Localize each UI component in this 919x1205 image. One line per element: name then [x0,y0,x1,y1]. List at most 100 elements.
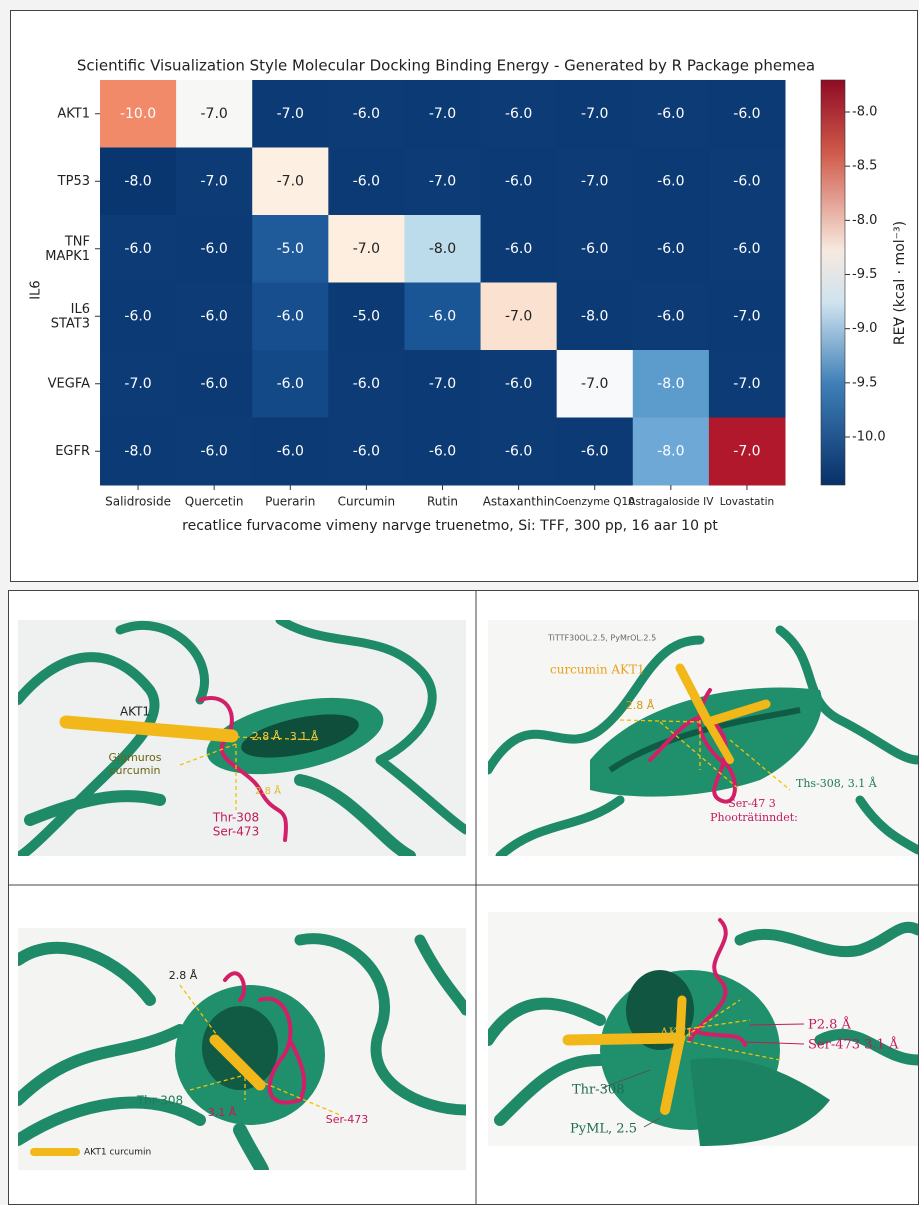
cell-label: -7.0 [581,173,608,189]
cell-label: -6.0 [581,241,608,257]
colorbar-tick-label: -9.5 [852,375,877,390]
cell-label: -6.0 [277,443,304,459]
cell-label: -6.0 [505,376,532,392]
cell-label: -6.0 [201,241,228,257]
cell-label: -7.0 [201,106,228,122]
cell-label: -7.0 [733,308,760,324]
x-axis-label: recatlice furvacome vimeny narvge truene… [182,518,718,534]
panel-label: Thr-308 [212,811,259,825]
colorbar-tick-label: -8.0 [852,213,877,228]
panel-label: curcumin AKT1 [550,663,645,677]
panel-label: 2.8 Å [626,699,655,712]
cell-label: -6.0 [429,443,456,459]
panel-label: 3.1 Å [208,1106,237,1119]
panel-3: 2.8 Å Thr-308 3.1 Å Ser-473 AKT1 curcumi… [18,928,466,1170]
panel-label: Ser-47 3 [728,797,776,810]
cell-label: -7.0 [277,106,304,122]
y-tick-label: TP53 [57,174,90,189]
cell-label: -7.0 [581,376,608,392]
cell-label: -6.0 [201,376,228,392]
x-tick-label: Curcumin [338,495,396,509]
panel-1: AKT1 Gigmuros curcumin 2.8 Å 3.1 Å 2.8 Å… [18,620,466,856]
cell-label: -6.0 [124,308,151,324]
x-tick-label: Salidroside [105,495,171,509]
x-tick-label: Rutin [427,495,458,509]
heatmap: Scientific Visualization Style Molecular… [29,57,909,535]
cell-label: -6.0 [353,443,380,459]
cell-label: -6.0 [733,241,760,257]
cell-label: -8.0 [657,376,684,392]
cell-label: -8.0 [657,443,684,459]
legend-label: AKT1 curcumin [84,1148,151,1158]
cell-label: -6.0 [277,308,304,324]
y-tick-label: VEGFA [48,376,90,391]
cell-label: -6.0 [733,106,760,122]
cell-label: -6.0 [657,241,684,257]
cell-label: -7.0 [733,376,760,392]
panel-label: AKT1 [120,705,150,719]
panel-label: AKT1 [659,1026,693,1040]
panel-label: Ser-473 3.1 Å [808,1037,899,1053]
cell-label: -6.0 [505,106,532,122]
cell-label: -6.0 [201,443,228,459]
cell-label: -6.0 [505,173,532,189]
panel-label: Gigmuros [109,751,162,764]
panel-label: Ths-308, 3.1 Å [796,776,878,790]
panel-label: 2.8 Å [169,969,198,982]
panel-label: Thr-308 [136,1094,183,1108]
cell-label: -7.0 [353,241,380,257]
cell-label: -6.0 [353,106,380,122]
cell-label: -6.0 [353,173,380,189]
panel-label: TiTTF30OL.2.5, PyMrOL.2.5 [547,634,656,643]
cell-label: -8.0 [429,241,456,257]
cell-label: -7.0 [429,376,456,392]
colorbar-label: REⱯ (kcal · mol⁻³) [892,221,908,345]
cell-label: -7.0 [581,106,608,122]
panel-label: curcumin [109,764,160,777]
cell-label: -7.0 [733,443,760,459]
cell-label: -7.0 [429,173,456,189]
cell-label: -6.0 [505,443,532,459]
chart-title: Scientific Visualization Style Molecular… [77,57,815,75]
y-axis-label: IL6 [29,280,44,299]
cell-label: -6.0 [581,443,608,459]
x-tick-label: Astaxanthin [483,495,555,509]
panel-label: Ser-473 [213,825,259,839]
x-tick-label: Coenzyme Q10 [555,496,635,508]
cell-label: -5.0 [277,241,304,257]
panel-label: P2.8 Å [808,1017,852,1033]
panel-label: Thr-308 [572,1083,624,1098]
page: Scientific Visualization Style Molecular… [0,0,919,1205]
colorbar [821,80,845,485]
cell-label: -6.0 [201,308,228,324]
y-tick-label: AKT1 [57,106,90,121]
x-tick-label: Astragaloside IV [628,496,714,508]
panel-4: AKT1 P2.8 Å Ser-473 3.1 Å Thr-308 PyML, … [488,912,918,1146]
cell-label: -6.0 [429,308,456,324]
x-tick-label: Lovastatin [720,496,774,508]
cell-label: -8.0 [581,308,608,324]
colorbar-tick-label: -9.5 [852,267,877,282]
cell-label: -8.0 [124,173,151,189]
cell-label: -6.0 [277,376,304,392]
cell-label: -7.0 [277,173,304,189]
x-tick-label: Puerarin [265,495,315,509]
panel-label: 2.8 Å [252,730,281,743]
cell-label: -6.0 [657,308,684,324]
panel-label: Ser-473 [326,1113,369,1126]
cell-label: -7.0 [505,308,532,324]
panel-label: Phooträtinndet: [710,811,798,824]
cell-label: -6.0 [657,106,684,122]
cell-label: -7.0 [429,106,456,122]
cell-label: -7.0 [201,173,228,189]
x-tick-label: Quercetin [185,495,244,509]
cell-label: -10.0 [120,106,156,122]
cell-label: -6.0 [353,376,380,392]
cell-label: -5.0 [353,308,380,324]
colorbar-tick-label: -8.0 [852,105,877,120]
cell-label: -7.0 [124,376,151,392]
colorbar-tick-label: -9.0 [852,321,877,336]
panel-2: TiTTF30OL.2.5, PyMrOL.2.5 curcumin AKT1 … [488,620,918,856]
cell-label: -6.0 [505,241,532,257]
panel-label: 2.8 Å [255,784,281,797]
